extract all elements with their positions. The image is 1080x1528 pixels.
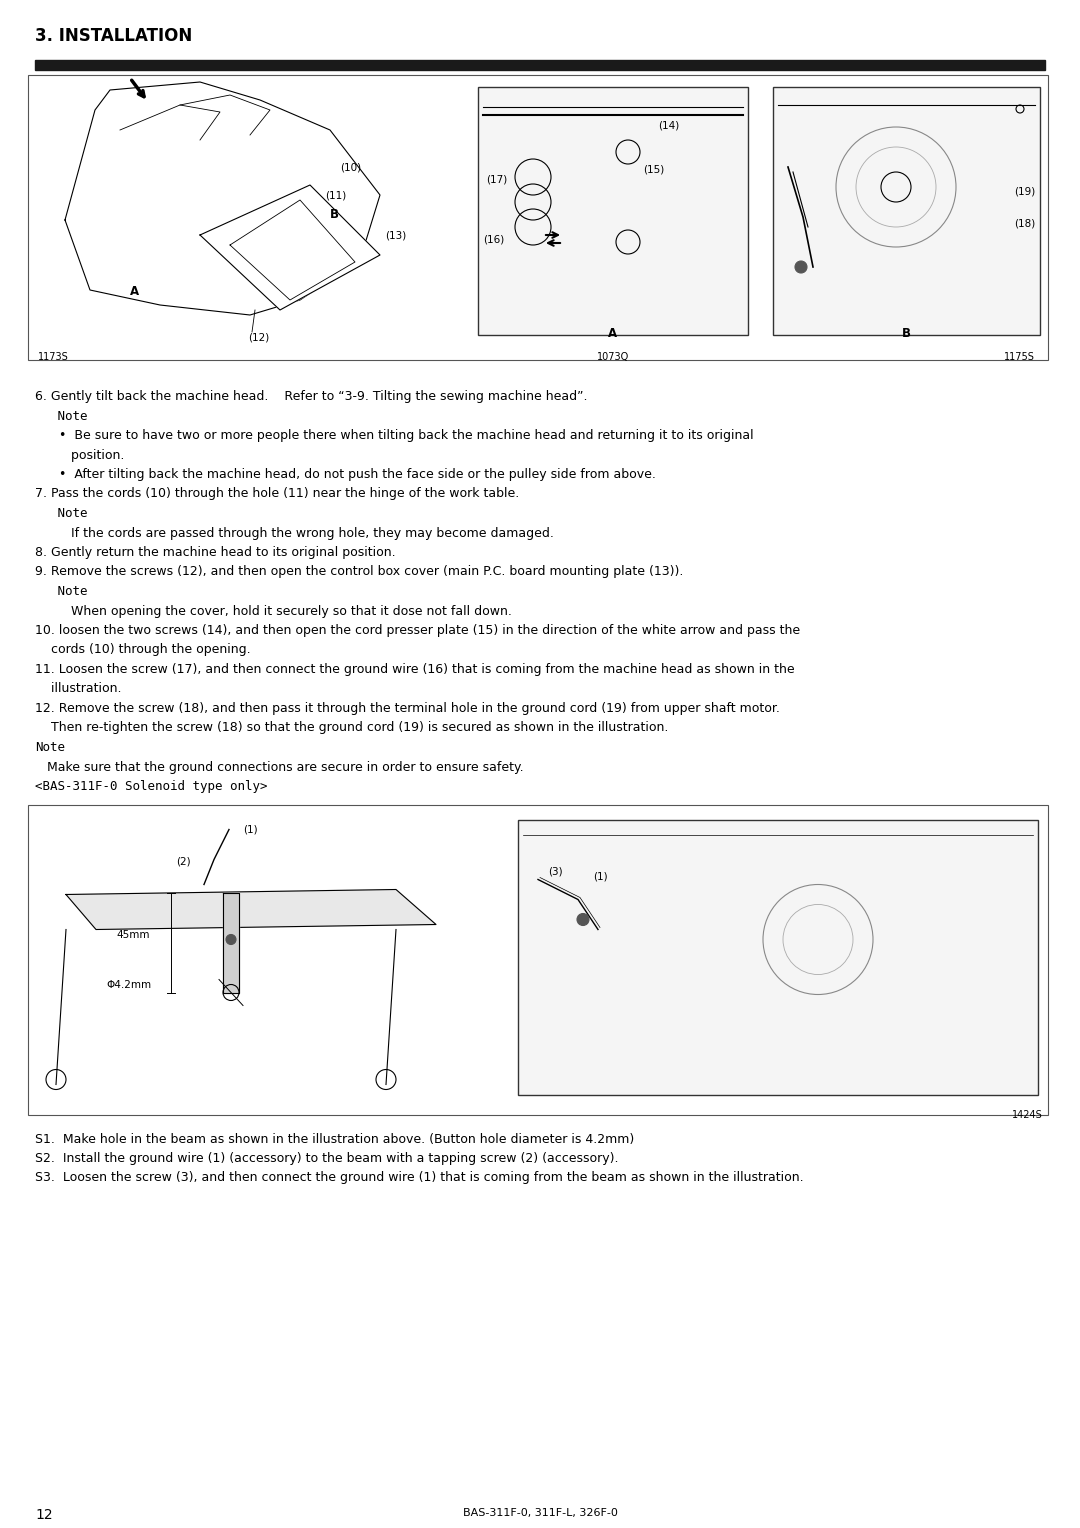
Text: (13): (13) xyxy=(384,231,406,240)
Bar xyxy=(773,87,1040,335)
Text: position.: position. xyxy=(35,449,124,461)
Text: (2): (2) xyxy=(176,857,191,866)
Text: 1173S: 1173S xyxy=(38,351,69,362)
Polygon shape xyxy=(200,185,380,310)
Text: (10): (10) xyxy=(340,162,361,173)
Text: (17): (17) xyxy=(486,174,508,183)
Polygon shape xyxy=(222,892,239,993)
Text: (11): (11) xyxy=(325,189,347,200)
Text: illustration.: illustration. xyxy=(35,683,121,695)
Text: 6. Gently tilt back the machine head.    Refer to “3-9. Tilting the sewing machi: 6. Gently tilt back the machine head. Re… xyxy=(35,390,588,403)
Circle shape xyxy=(795,261,807,274)
Text: 8. Gently return the machine head to its original position.: 8. Gently return the machine head to its… xyxy=(35,545,395,559)
Text: S3.  Loosen the screw (3), and then connect the ground wire (1) that is coming f: S3. Loosen the screw (3), and then conne… xyxy=(35,1172,804,1184)
Text: Note: Note xyxy=(35,585,87,597)
Text: (15): (15) xyxy=(643,163,664,174)
Text: <BAS-311F-0 Solenoid type only>: <BAS-311F-0 Solenoid type only> xyxy=(35,779,268,793)
Text: (19): (19) xyxy=(1014,186,1035,197)
Text: (16): (16) xyxy=(483,234,504,244)
Text: 1073Q: 1073Q xyxy=(597,351,630,362)
Text: B: B xyxy=(902,327,910,341)
Text: 7. Pass the cords (10) through the hole (11) near the hinge of the work table.: 7. Pass the cords (10) through the hole … xyxy=(35,487,519,501)
Text: cords (10) through the opening.: cords (10) through the opening. xyxy=(35,643,251,657)
Text: 12. Remove the screw (18), and then pass it through the terminal hole in the gro: 12. Remove the screw (18), and then pass… xyxy=(35,701,780,715)
Text: BAS-311F-0, 311F-L, 326F-0: BAS-311F-0, 311F-L, 326F-0 xyxy=(462,1508,618,1517)
Text: (1): (1) xyxy=(593,871,608,882)
Text: S2.  Install the ground wire (1) (accessory) to the beam with a tapping screw (2: S2. Install the ground wire (1) (accesso… xyxy=(35,1152,619,1164)
Text: 1175S: 1175S xyxy=(1004,351,1035,362)
Text: 3. INSTALLATION: 3. INSTALLATION xyxy=(35,28,192,44)
Text: 1424S: 1424S xyxy=(1012,1109,1043,1120)
Bar xyxy=(518,819,1038,1094)
Text: Then re-tighten the screw (18) so that the ground cord (19) is secured as shown : Then re-tighten the screw (18) so that t… xyxy=(35,721,669,735)
Text: S1.  Make hole in the beam as shown in the illustration above. (Button hole diam: S1. Make hole in the beam as shown in th… xyxy=(35,1132,634,1146)
Bar xyxy=(28,75,1048,361)
Circle shape xyxy=(226,935,237,944)
Text: (18): (18) xyxy=(1014,219,1035,229)
Polygon shape xyxy=(66,889,436,929)
Text: Note: Note xyxy=(35,410,87,423)
Text: (1): (1) xyxy=(243,825,258,834)
Text: Note: Note xyxy=(35,741,65,753)
Text: 10. loosen the two screws (14), and then open the cord presser plate (15) in the: 10. loosen the two screws (14), and then… xyxy=(35,623,800,637)
Bar xyxy=(478,87,748,335)
Text: (12): (12) xyxy=(248,332,269,342)
Text: •  Be sure to have two or more people there when tilting back the machine head a: • Be sure to have two or more people the… xyxy=(35,429,754,442)
Text: A: A xyxy=(608,327,618,341)
Bar xyxy=(35,60,1045,70)
Text: 9. Remove the screws (12), and then open the control box cover (main P.C. board : 9. Remove the screws (12), and then open… xyxy=(35,565,684,579)
Text: 12: 12 xyxy=(35,1508,53,1522)
Text: (14): (14) xyxy=(658,121,679,131)
Text: A: A xyxy=(130,286,139,298)
Text: 45mm: 45mm xyxy=(116,929,149,940)
Text: 11. Loosen the screw (17), and then connect the ground wire (16) that is coming : 11. Loosen the screw (17), and then conn… xyxy=(35,663,795,675)
Bar xyxy=(28,805,1048,1114)
Text: Φ4.2mm: Φ4.2mm xyxy=(106,979,151,990)
Text: B: B xyxy=(330,208,339,222)
Text: Make sure that the ground connections are secure in order to ensure safety.: Make sure that the ground connections ar… xyxy=(35,761,524,773)
Text: (3): (3) xyxy=(548,866,563,877)
Circle shape xyxy=(577,914,589,926)
Text: When opening the cover, hold it securely so that it dose not fall down.: When opening the cover, hold it securely… xyxy=(35,605,512,617)
Text: If the cords are passed through the wrong hole, they may become damaged.: If the cords are passed through the wron… xyxy=(35,527,554,539)
Text: Note: Note xyxy=(35,507,87,520)
Text: •  After tilting back the machine head, do not push the face side or the pulley : • After tilting back the machine head, d… xyxy=(35,468,656,481)
